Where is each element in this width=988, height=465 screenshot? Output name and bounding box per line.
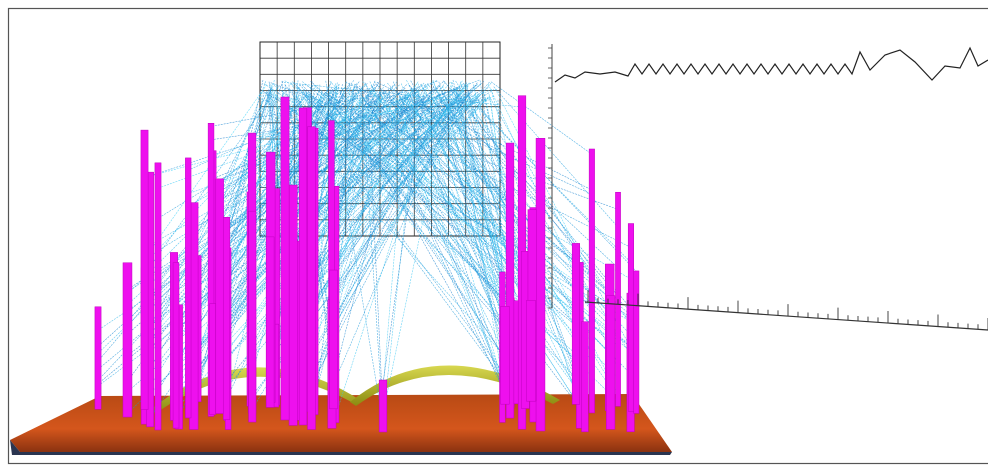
bar <box>299 108 307 425</box>
bar <box>123 263 132 417</box>
bar <box>216 179 224 414</box>
bar <box>572 243 580 404</box>
bar <box>281 97 289 420</box>
bar <box>606 296 615 430</box>
bar <box>155 163 161 430</box>
bar <box>210 303 216 414</box>
bar <box>173 263 179 428</box>
bar <box>266 237 274 408</box>
bar <box>249 211 256 422</box>
bar <box>223 217 230 419</box>
bar <box>330 270 338 409</box>
bar <box>289 185 297 425</box>
bar <box>379 380 387 432</box>
bar <box>634 271 639 414</box>
bar <box>628 224 634 412</box>
bar <box>308 127 316 430</box>
bar <box>185 158 191 418</box>
bar <box>141 130 148 409</box>
bar <box>589 149 594 413</box>
bar <box>526 300 535 401</box>
bar <box>536 138 545 431</box>
bar <box>95 307 101 409</box>
bar <box>582 322 589 432</box>
bar <box>501 306 510 404</box>
